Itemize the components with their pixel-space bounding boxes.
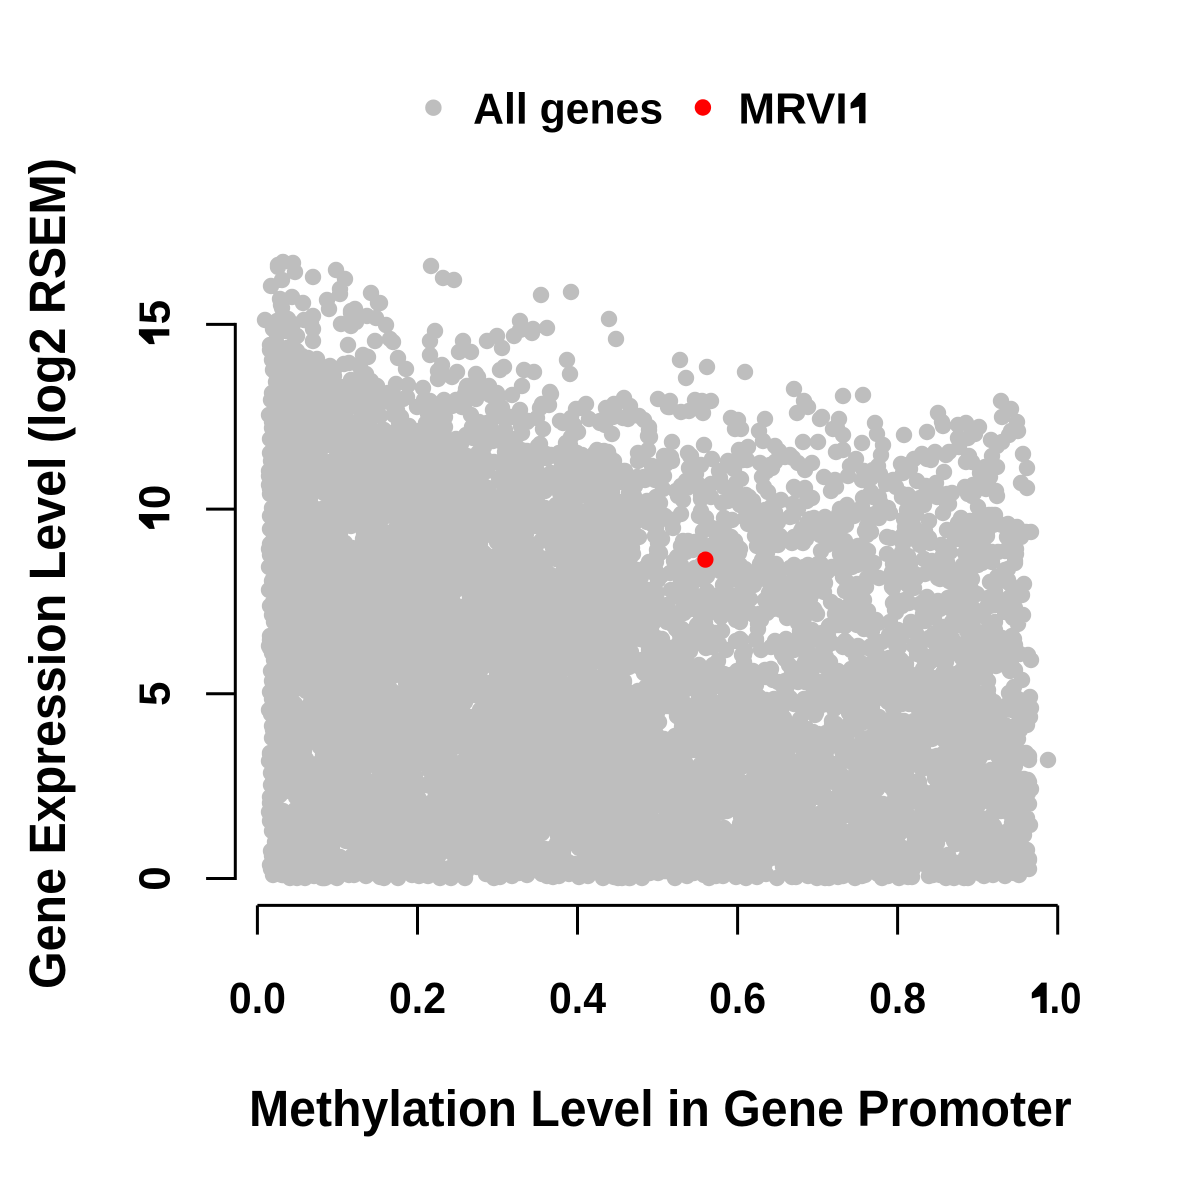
svg-text:.0: .0: [1050, 974, 1082, 1023]
svg-text:MRVI: MRVI: [738, 84, 847, 133]
svg-text:Gene Expression Level (log2 RS: Gene Expression Level (log2 RSEM): [19, 158, 76, 989]
svg-text:Methylation Level in Gene Prom: Methylation Level in Gene Promoter: [249, 1080, 1072, 1138]
svg-text:0.4: 0.4: [549, 974, 606, 1023]
svg-text:0: 0: [130, 866, 179, 890]
svg-text:0.2: 0.2: [389, 974, 446, 1023]
svg-text:All genes: All genes: [473, 84, 663, 133]
svg-text:0: 0: [130, 485, 179, 509]
svg-text:0.0: 0.0: [229, 974, 286, 1023]
svg-text:5: 5: [130, 682, 179, 706]
svg-text:0.6: 0.6: [709, 974, 766, 1023]
svg-text:0.8: 0.8: [869, 974, 926, 1023]
svg-text:5: 5: [130, 300, 179, 324]
